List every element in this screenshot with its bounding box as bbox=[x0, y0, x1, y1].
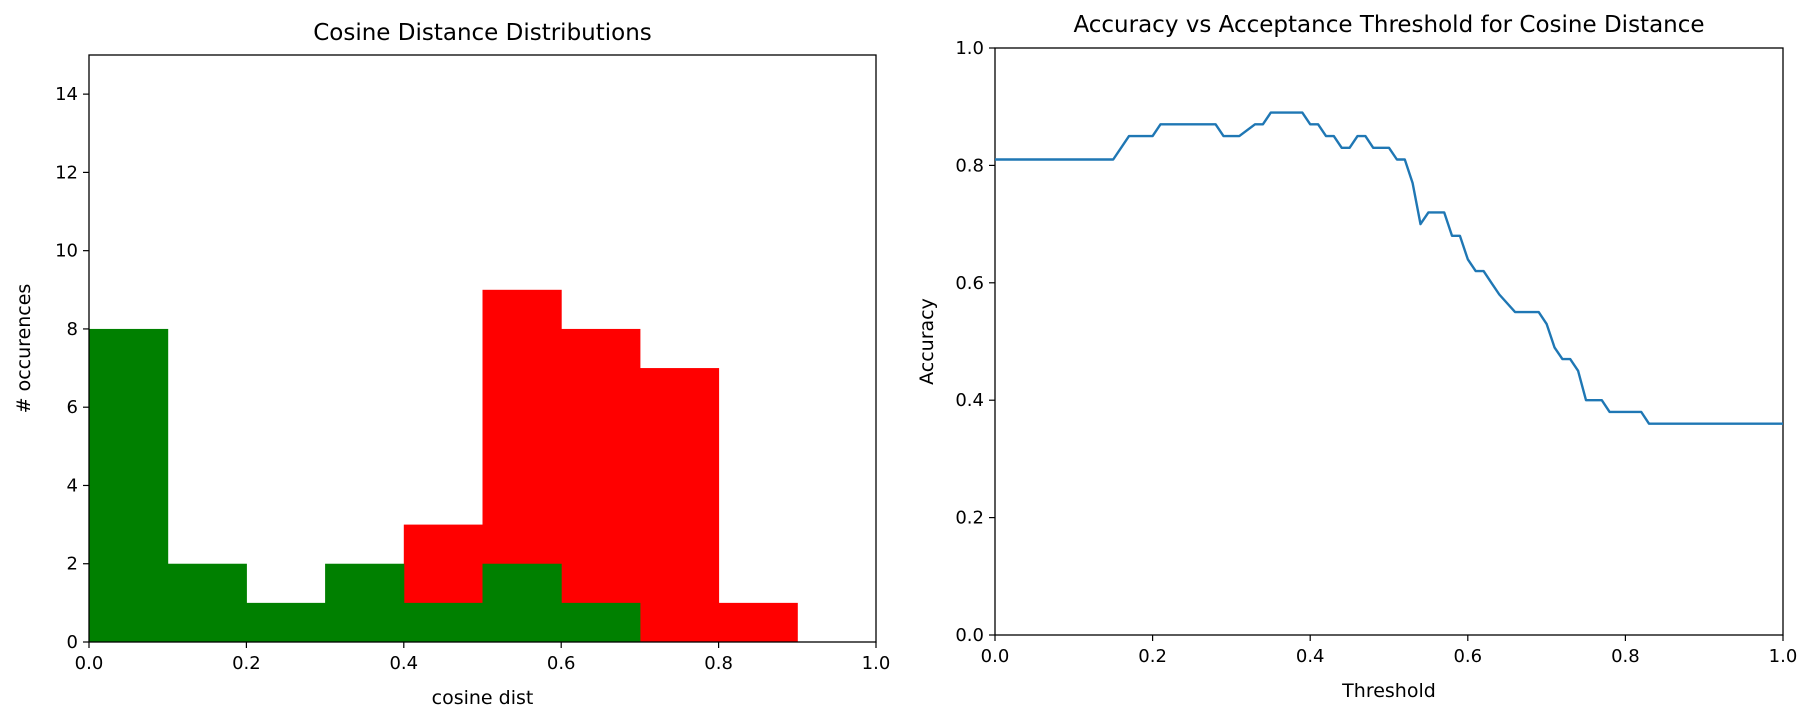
histogram-bar-series-1 bbox=[325, 563, 405, 642]
histogram-bar-series-0 bbox=[718, 602, 798, 642]
plot-frame bbox=[88, 54, 877, 643]
y-tick-label: 1.0 bbox=[955, 38, 984, 59]
accuracy-line-series-0 bbox=[995, 111, 1783, 425]
y-tick-label: 14 bbox=[55, 84, 78, 105]
y-tick-label: 0 bbox=[67, 632, 78, 653]
histogram-bar-series-0 bbox=[561, 328, 641, 642]
x-tick-label: 0.2 bbox=[1138, 646, 1167, 667]
y-tick-label: 0.0 bbox=[955, 625, 984, 646]
x-tick-label: 0.4 bbox=[1296, 646, 1325, 667]
y-tick-label: 0.4 bbox=[955, 390, 984, 411]
y-tick-label: 6 bbox=[67, 397, 78, 418]
x-tick-label: 0.8 bbox=[1611, 646, 1640, 667]
x-tick-label: 0.8 bbox=[704, 653, 733, 674]
histogram-bar-series-1 bbox=[89, 328, 169, 642]
y-tick-label: 10 bbox=[55, 241, 78, 262]
histogram-bar-series-1 bbox=[561, 602, 641, 642]
x-tick-label: 0.0 bbox=[75, 653, 104, 674]
histogram-chart: 0.0 0.2 0.4 0.6 0.8 1.0 0 2 4 6 8 10 12 14 Cosine Dist… bbox=[13, 20, 890, 709]
plot-frame bbox=[994, 47, 1784, 636]
y-tick-label: 8 bbox=[67, 319, 78, 340]
y-tick-label: 0.6 bbox=[955, 273, 984, 294]
x-tick-label: 1.0 bbox=[862, 653, 891, 674]
y-axis-label: # occurences bbox=[13, 284, 35, 414]
y-tick-label: 4 bbox=[67, 475, 78, 496]
x-tick-label: 0.6 bbox=[1453, 646, 1482, 667]
y-tick-label: 0.8 bbox=[955, 155, 984, 176]
x-tick-label: 0.4 bbox=[389, 653, 418, 674]
histogram-bar-series-1 bbox=[246, 602, 326, 642]
y-tick-label: 12 bbox=[55, 162, 78, 183]
histogram-bar-series-1 bbox=[403, 602, 483, 642]
x-tick-label: 0.6 bbox=[547, 653, 576, 674]
y-axis-label: Accuracy bbox=[916, 298, 938, 385]
histogram-bar-series-0 bbox=[639, 368, 720, 642]
x-tick-label: 0.0 bbox=[981, 646, 1010, 667]
x-axis-label: Threshold bbox=[1341, 680, 1436, 702]
x-tick-label: 1.0 bbox=[1769, 646, 1798, 667]
accuracy-line-chart: 0.0 0.2 0.4 0.6 0.8 1.0 0.0 0.2 0.4 0.6 0.8 1.0 Accu… bbox=[916, 12, 1797, 702]
x-tick-label: 0.2 bbox=[232, 653, 261, 674]
histogram-bar-series-1 bbox=[167, 563, 247, 642]
y-tick-label: 2 bbox=[67, 554, 78, 575]
chart-title: Cosine Distance Distributions bbox=[313, 20, 652, 46]
chart-title: Accuracy vs Acceptance Threshold for Cos… bbox=[1073, 12, 1704, 38]
y-tick-label: 0.2 bbox=[955, 508, 984, 529]
histogram-bar-series-1 bbox=[482, 563, 562, 642]
x-axis-label: cosine dist bbox=[432, 687, 534, 709]
